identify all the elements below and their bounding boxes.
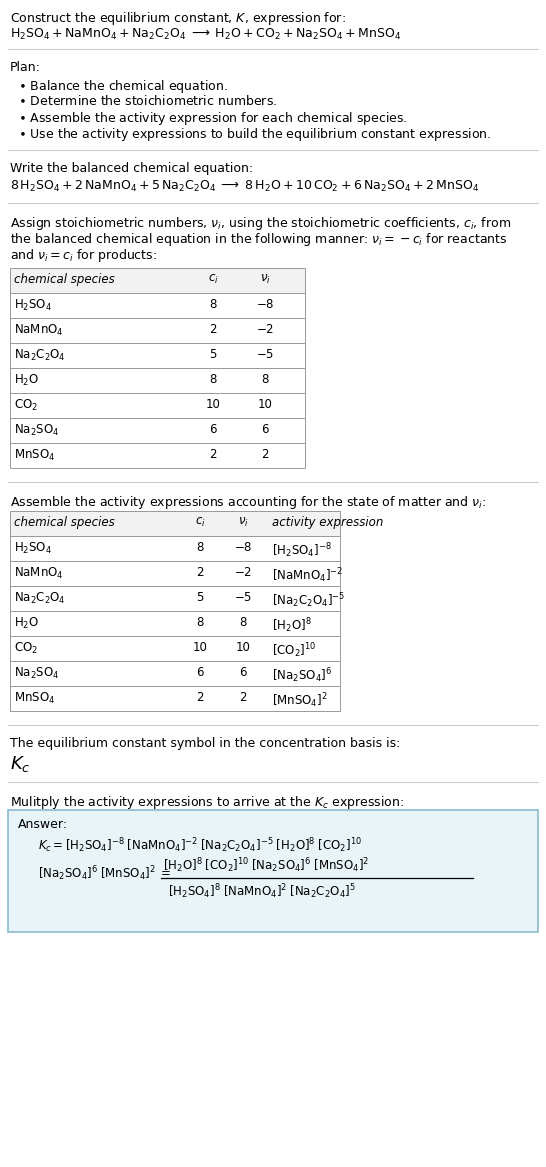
Bar [10, 343, 305, 368]
Text: $\mathrm{Na_2SO_4}$: $\mathrm{Na_2SO_4}$ [14, 422, 60, 438]
Text: 6: 6 [196, 666, 204, 679]
Text: the balanced chemical equation in the following manner: $\nu_i = -c_i$ for react: the balanced chemical equation in the fo… [10, 231, 507, 249]
Text: 8: 8 [197, 616, 204, 629]
Bar [10, 418, 305, 443]
Text: 8: 8 [197, 541, 204, 554]
Text: 10: 10 [258, 398, 272, 411]
Text: $\mathrm{MnSO_4}$: $\mathrm{MnSO_4}$ [14, 448, 55, 463]
Bar [10, 661, 340, 686]
Text: $\mathrm{H_2SO_4 + NaMnO_4 + Na_2C_2O_4 \;\longrightarrow\; H_2O + CO_2 + Na_2SO: $\mathrm{H_2SO_4 + NaMnO_4 + Na_2C_2O_4 … [10, 27, 401, 42]
Text: $\bullet$ Use the activity expressions to build the equilibrium constant express: $\bullet$ Use the activity expressions t… [18, 126, 491, 144]
Text: chemical species: chemical species [14, 516, 115, 529]
Bar [10, 293, 305, 317]
Text: activity expression: activity expression [272, 516, 383, 529]
Text: $\mathrm{H_2SO_4}$: $\mathrm{H_2SO_4}$ [14, 298, 52, 313]
Text: Answer:: Answer: [18, 818, 68, 831]
Text: Plan:: Plan: [10, 61, 41, 74]
Text: $K_c = [\mathrm{H_2SO_4}]^{-8}\;[\mathrm{NaMnO_4}]^{-2}\;[\mathrm{Na_2C_2O_4}]^{: $K_c = [\mathrm{H_2SO_4}]^{-8}\;[\mathrm… [38, 836, 362, 854]
Text: $[\mathrm{NaMnO_4}]^{-2}$: $[\mathrm{NaMnO_4}]^{-2}$ [272, 566, 343, 585]
Text: $\nu_i$: $\nu_i$ [238, 516, 248, 529]
Text: 5: 5 [197, 591, 204, 605]
Text: $[\mathrm{Na_2SO_4}]^{6}\;[\mathrm{MnSO_4}]^{2}\;=\;$: $[\mathrm{Na_2SO_4}]^{6}\;[\mathrm{MnSO_… [38, 864, 171, 882]
Text: $\mathrm{NaMnO_4}$: $\mathrm{NaMnO_4}$ [14, 566, 64, 581]
Text: $-5$: $-5$ [256, 348, 274, 361]
Text: $c_i$: $c_i$ [207, 273, 218, 286]
Text: 10: 10 [235, 641, 251, 654]
Text: The equilibrium constant symbol in the concentration basis is:: The equilibrium constant symbol in the c… [10, 738, 400, 750]
Text: 6: 6 [261, 422, 269, 436]
Bar [10, 368, 305, 393]
Text: $[\mathrm{H_2SO_4}]^{8}\;[\mathrm{NaMnO_4}]^{2}\;[\mathrm{Na_2C_2O_4}]^{5}$: $[\mathrm{H_2SO_4}]^{8}\;[\mathrm{NaMnO_… [168, 882, 356, 901]
Text: 8: 8 [239, 616, 247, 629]
Text: $\mathrm{Na_2C_2O_4}$: $\mathrm{Na_2C_2O_4}$ [14, 348, 66, 363]
Text: 2: 2 [209, 448, 217, 461]
Bar [10, 443, 305, 468]
Text: $\mathrm{Na_2SO_4}$: $\mathrm{Na_2SO_4}$ [14, 666, 60, 682]
Bar [10, 536, 340, 561]
Text: $[\mathrm{CO_2}]^{10}$: $[\mathrm{CO_2}]^{10}$ [272, 641, 316, 659]
Bar [10, 686, 340, 711]
Text: and $\nu_i = c_i$ for products:: and $\nu_i = c_i$ for products: [10, 247, 157, 264]
Text: $-2$: $-2$ [256, 323, 274, 336]
Text: $\mathrm{H_2O}$: $\mathrm{H_2O}$ [14, 616, 39, 631]
Text: Assign stoichiometric numbers, $\nu_i$, using the stoichiometric coefficients, $: Assign stoichiometric numbers, $\nu_i$, … [10, 215, 511, 232]
Text: Assemble the activity expressions accounting for the state of matter and $\nu_i$: Assemble the activity expressions accoun… [10, 494, 486, 511]
Bar [10, 561, 340, 586]
Text: chemical species: chemical species [14, 273, 115, 286]
Text: $[\mathrm{Na_2SO_4}]^{6}$: $[\mathrm{Na_2SO_4}]^{6}$ [272, 666, 332, 685]
Text: $\bullet$ Balance the chemical equation.: $\bullet$ Balance the chemical equation. [18, 78, 228, 95]
Bar [10, 511, 340, 536]
Text: 2: 2 [261, 448, 269, 461]
Text: $\nu_i$: $\nu_i$ [259, 273, 270, 286]
Text: $\mathrm{Na_2C_2O_4}$: $\mathrm{Na_2C_2O_4}$ [14, 591, 66, 606]
Text: $[\mathrm{H_2O}]^{8}$: $[\mathrm{H_2O}]^{8}$ [272, 616, 312, 635]
Text: $K_c$: $K_c$ [10, 754, 31, 774]
Text: 6: 6 [239, 666, 247, 679]
Text: Mulitply the activity expressions to arrive at the $K_c$ expression:: Mulitply the activity expressions to arr… [10, 794, 404, 811]
Text: $c_i$: $c_i$ [194, 516, 205, 529]
Text: 10: 10 [193, 641, 207, 654]
Bar [10, 268, 305, 293]
Text: $[\mathrm{MnSO_4}]^{2}$: $[\mathrm{MnSO_4}]^{2}$ [272, 691, 328, 710]
Text: 8: 8 [262, 373, 269, 386]
Text: $-2$: $-2$ [234, 566, 252, 579]
Bar [10, 317, 305, 343]
Text: 8: 8 [209, 373, 217, 386]
Text: Construct the equilibrium constant, $K$, expression for:: Construct the equilibrium constant, $K$,… [10, 11, 346, 27]
Text: $\mathrm{CO_2}$: $\mathrm{CO_2}$ [14, 398, 38, 413]
Text: $\mathrm{CO_2}$: $\mathrm{CO_2}$ [14, 641, 38, 656]
Text: 2: 2 [196, 691, 204, 704]
Text: $\mathrm{H_2SO_4}$: $\mathrm{H_2SO_4}$ [14, 541, 52, 557]
Text: 5: 5 [209, 348, 217, 361]
Text: 2: 2 [196, 566, 204, 579]
Text: $[\mathrm{H_2O}]^{8}\;[\mathrm{CO_2}]^{10}\;[\mathrm{Na_2SO_4}]^{6}\;[\mathrm{Mn: $[\mathrm{H_2O}]^{8}\;[\mathrm{CO_2}]^{1… [163, 857, 369, 875]
Text: $\mathrm{MnSO_4}$: $\mathrm{MnSO_4}$ [14, 691, 55, 706]
Text: $[\mathrm{H_2SO_4}]^{-8}$: $[\mathrm{H_2SO_4}]^{-8}$ [272, 541, 332, 560]
Text: Write the balanced chemical equation:: Write the balanced chemical equation: [10, 162, 253, 175]
Text: $-8$: $-8$ [256, 298, 274, 310]
Text: $8\,\mathrm{H_2SO_4} + 2\,\mathrm{NaMnO_4} + 5\,\mathrm{Na_2C_2O_4}\;\longrighta: $8\,\mathrm{H_2SO_4} + 2\,\mathrm{NaMnO_… [10, 179, 479, 194]
Bar [10, 393, 305, 418]
Text: 8: 8 [209, 298, 217, 310]
Bar [8, 810, 538, 932]
Text: $\mathrm{H_2O}$: $\mathrm{H_2O}$ [14, 373, 39, 389]
Text: $\mathrm{NaMnO_4}$: $\mathrm{NaMnO_4}$ [14, 323, 64, 338]
Bar [10, 636, 340, 661]
Text: $-8$: $-8$ [234, 541, 252, 554]
Bar [10, 586, 340, 612]
Text: 6: 6 [209, 422, 217, 436]
Bar [10, 612, 340, 636]
Text: $-5$: $-5$ [234, 591, 252, 605]
Text: $[\mathrm{Na_2C_2O_4}]^{-5}$: $[\mathrm{Na_2C_2O_4}]^{-5}$ [272, 591, 345, 609]
Text: 2: 2 [209, 323, 217, 336]
Text: $\bullet$ Determine the stoichiometric numbers.: $\bullet$ Determine the stoichiometric n… [18, 95, 277, 109]
Text: 2: 2 [239, 691, 247, 704]
Text: 10: 10 [205, 398, 221, 411]
Text: $\bullet$ Assemble the activity expression for each chemical species.: $\bullet$ Assemble the activity expressi… [18, 110, 407, 127]
